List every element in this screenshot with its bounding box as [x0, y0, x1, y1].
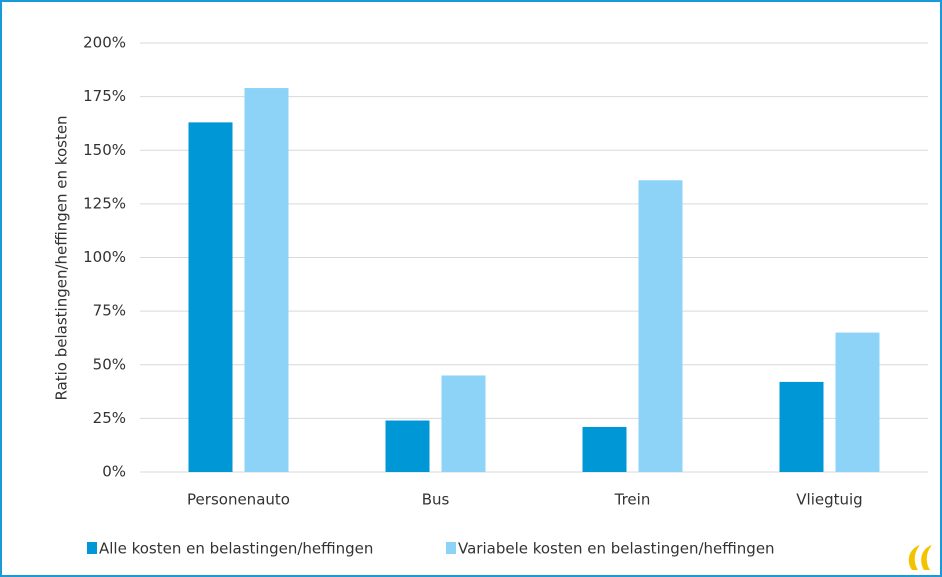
x-tick-label: Personenauto: [187, 491, 290, 509]
bar: [835, 332, 880, 472]
y-tick-label: 0%: [102, 463, 126, 481]
y-axis-label: Ratio belastingen/heffingen en kosten: [53, 115, 71, 400]
bar: [385, 420, 430, 472]
y-tick-label: 150%: [83, 141, 126, 159]
y-tick-label: 200%: [83, 34, 126, 52]
legend-label: Alle kosten en belastingen/heffingen: [99, 540, 373, 558]
x-tick-label: Bus: [422, 491, 450, 509]
bar: [441, 375, 486, 472]
bar: [188, 122, 233, 473]
y-tick-label: 175%: [83, 87, 126, 105]
y-tick-label: 100%: [83, 248, 126, 266]
y-tick-label: 50%: [93, 355, 126, 373]
bar: [779, 381, 824, 472]
bar: [244, 88, 289, 473]
legend-swatch: [446, 542, 456, 554]
y-tick-label: 125%: [83, 194, 126, 212]
bar: [582, 426, 627, 472]
y-tick-label: 75%: [93, 302, 126, 320]
bar: [638, 180, 683, 472]
x-tick-label: Vliegtuig: [796, 491, 862, 509]
legend-swatch: [87, 542, 97, 554]
y-tick-label: 25%: [93, 409, 126, 427]
x-tick-label: Trein: [614, 491, 651, 509]
legend-label: Variabele kosten en belastingen/heffinge…: [458, 540, 775, 558]
logo: [908, 545, 932, 570]
